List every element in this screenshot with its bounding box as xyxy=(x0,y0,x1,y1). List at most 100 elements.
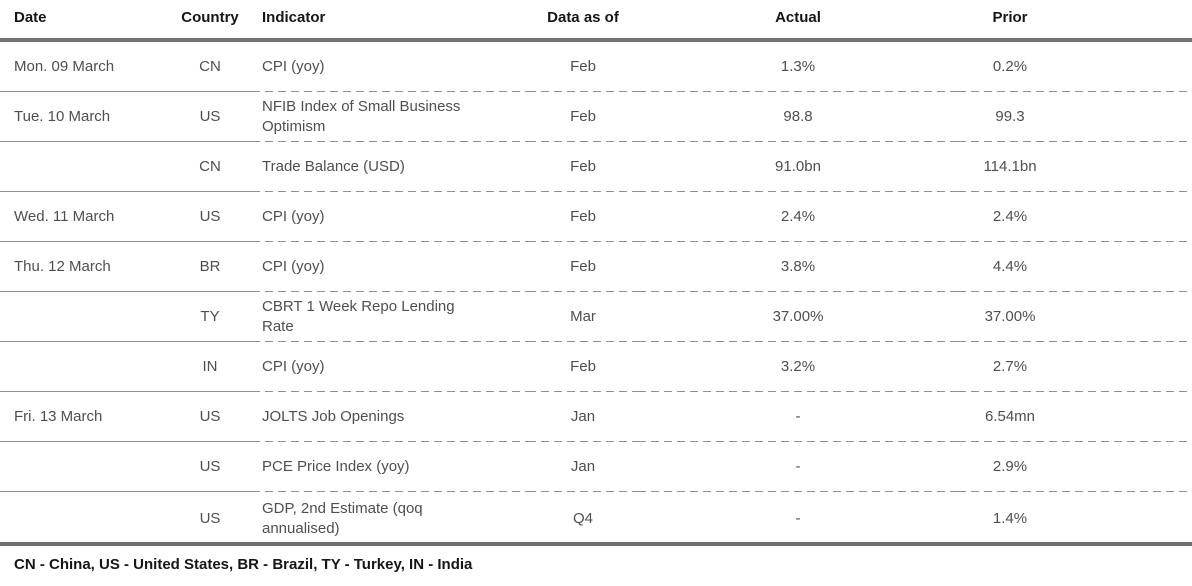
cell-indicator: CPI (yoy) xyxy=(252,242,528,292)
indicator-text: CPI (yoy) xyxy=(262,58,325,75)
table-row: Fri. 13 March US JOLTS Job Openings Jan -6.5… xyxy=(0,392,1192,442)
cell-filler xyxy=(1062,292,1192,342)
cell-indicator: JOLTS Job Openings xyxy=(252,392,528,442)
cell-date xyxy=(0,492,168,546)
cell-date xyxy=(0,292,168,342)
cell-indicator: CPI (yoy) xyxy=(252,42,528,92)
cell-filler xyxy=(1062,492,1192,546)
table-row: CN Trade Balance (USD) Feb 91.0bn 114.1bn xyxy=(0,142,1192,192)
cell-date xyxy=(0,442,168,492)
cell-prior: 4.4% xyxy=(958,242,1062,292)
cell-prior: 37.00% xyxy=(958,292,1062,342)
cell-data-as-of: Feb xyxy=(528,192,638,242)
indicator-text: CBRT 1 Week Repo Lending Rate xyxy=(262,298,455,335)
cell-date xyxy=(0,342,168,392)
col-header-country: Country xyxy=(168,0,252,42)
cell-data-as-of: Jan xyxy=(528,392,638,442)
cell-country: IN xyxy=(168,342,252,392)
cell-country: US xyxy=(168,92,252,142)
cell-prior: 2.9% xyxy=(958,442,1062,492)
cell-actual: - xyxy=(638,442,958,492)
indicator-text: JOLTS Job Openings xyxy=(262,408,405,425)
header-row: Date Country Indicator Data as of Actual… xyxy=(0,0,1192,42)
cell-filler xyxy=(1062,392,1192,442)
col-header-date: Date xyxy=(0,0,168,42)
cell-country: TY xyxy=(168,292,252,342)
cell-prior: 1.4% xyxy=(958,492,1062,546)
cell-data-as-of: Feb xyxy=(528,342,638,392)
cell-filler xyxy=(1062,192,1192,242)
indicator-text: CPI (yoy) xyxy=(262,258,325,275)
cell-actual: 2.4% xyxy=(638,192,958,242)
cell-actual: 37.00% xyxy=(638,292,958,342)
economic-calendar-page: Date Country Indicator Data as of Actual… xyxy=(0,0,1192,573)
cell-data-as-of: Feb xyxy=(528,142,638,192)
cell-date: Tue. 10 March xyxy=(0,92,168,142)
cell-country: CN xyxy=(168,42,252,92)
cell-indicator: GDP, 2nd Estimate (qoq annualised) xyxy=(252,492,528,546)
indicator-text: GDP, 2nd Estimate (qoq annualised) xyxy=(262,500,423,537)
cell-prior: 6.54mn xyxy=(958,392,1062,442)
cell-filler xyxy=(1062,442,1192,492)
col-header-actual: Actual xyxy=(638,0,958,42)
cell-prior: 0.2% xyxy=(958,42,1062,92)
cell-prior: 2.7% xyxy=(958,342,1062,392)
cell-filler xyxy=(1062,242,1192,292)
cell-filler xyxy=(1062,342,1192,392)
indicator-text: NFIB Index of Small Business Optimism xyxy=(262,98,461,135)
table-row: US PCE Price Index (yoy) Jan -2.9% xyxy=(0,442,1192,492)
indicator-text: CPI (yoy) xyxy=(262,208,325,225)
table-row: TY CBRT 1 Week Repo Lending Rate Mar 37.00%… xyxy=(0,292,1192,342)
table-row: Tue. 10 March US NFIB Index of Small Busin… xyxy=(0,92,1192,142)
cell-indicator: PCE Price Index (yoy) xyxy=(252,442,528,492)
cell-prior: 2.4% xyxy=(958,192,1062,242)
cell-indicator: Trade Balance (USD) xyxy=(252,142,528,192)
cell-prior: 99.3 xyxy=(958,92,1062,142)
cell-actual: 3.2% xyxy=(638,342,958,392)
cell-filler xyxy=(1062,92,1192,142)
cell-prior: 114.1bn xyxy=(958,142,1062,192)
cell-country: US xyxy=(168,442,252,492)
cell-actual: 1.3% xyxy=(638,42,958,92)
cell-country: US xyxy=(168,392,252,442)
cell-data-as-of: Feb xyxy=(528,242,638,292)
cell-data-as-of: Q4 xyxy=(528,492,638,546)
table-row: IN CPI (yoy) Feb 3.2% 2.7% xyxy=(0,342,1192,392)
cell-indicator: CPI (yoy) xyxy=(252,342,528,392)
col-header-filler xyxy=(1062,0,1192,42)
cell-indicator: CBRT 1 Week Repo Lending Rate xyxy=(252,292,528,342)
table-body: Mon. 09 March CN CPI (yoy) Feb 1.3% 0.2% Tue. … xyxy=(0,42,1192,546)
cell-data-as-of: Jan xyxy=(528,442,638,492)
cell-date: Thu. 12 March xyxy=(0,242,168,292)
cell-filler xyxy=(1062,142,1192,192)
economic-calendar-table: Date Country Indicator Data as of Actual… xyxy=(0,0,1192,546)
indicator-text: Trade Balance (USD) xyxy=(262,158,405,175)
indicator-text: CPI (yoy) xyxy=(262,358,325,375)
table-row: Mon. 09 March CN CPI (yoy) Feb 1.3% 0.2% xyxy=(0,42,1192,92)
country-legend: CN - China, US - United States, BR - Bra… xyxy=(14,556,473,573)
cell-indicator: CPI (yoy) xyxy=(252,192,528,242)
cell-data-as-of: Mar xyxy=(528,292,638,342)
col-header-prior: Prior xyxy=(958,0,1062,42)
cell-actual: 91.0bn xyxy=(638,142,958,192)
col-header-indicator: Indicator xyxy=(252,0,528,42)
cell-actual: - xyxy=(638,392,958,442)
cell-actual: - xyxy=(638,492,958,546)
cell-country: US xyxy=(168,192,252,242)
table-row: US GDP, 2nd Estimate (qoq annualised) Q4-1… xyxy=(0,492,1192,546)
cell-data-as-of: Feb xyxy=(528,92,638,142)
indicator-text: PCE Price Index (yoy) xyxy=(262,458,410,475)
cell-date: Wed. 11 March xyxy=(0,192,168,242)
cell-date: Mon. 09 March xyxy=(0,42,168,92)
cell-date: Fri. 13 March xyxy=(0,392,168,442)
table-row: Thu. 12 March BR CPI (yoy) Feb 3.8% 4.4% xyxy=(0,242,1192,292)
cell-data-as-of: Feb xyxy=(528,42,638,92)
cell-country: CN xyxy=(168,142,252,192)
cell-indicator: NFIB Index of Small Business Optimism xyxy=(252,92,528,142)
cell-actual: 98.8 xyxy=(638,92,958,142)
cell-date xyxy=(0,142,168,192)
cell-filler xyxy=(1062,42,1192,92)
cell-country: US xyxy=(168,492,252,546)
col-header-data-as-of: Data as of xyxy=(528,0,638,42)
cell-country: BR xyxy=(168,242,252,292)
